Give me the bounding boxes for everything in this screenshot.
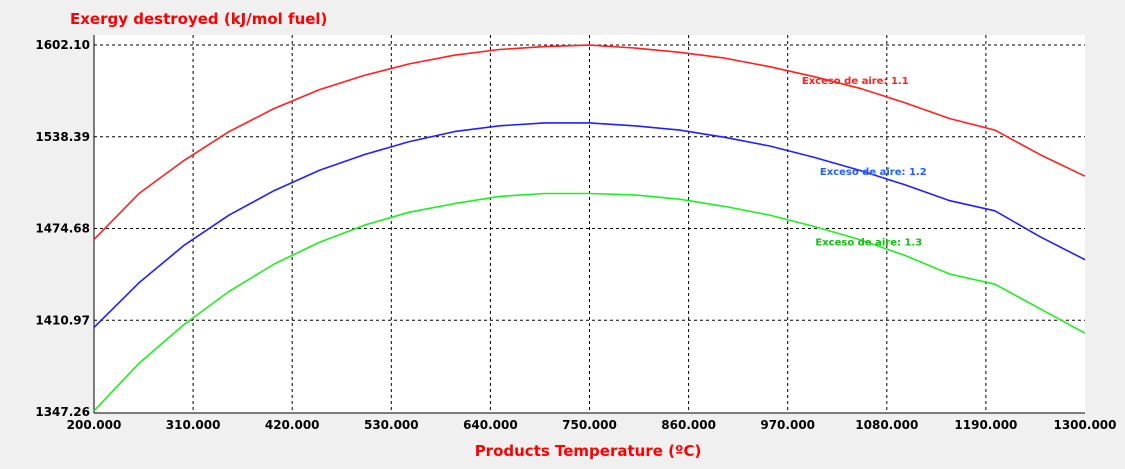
x-tick-label: 750.000 xyxy=(562,418,617,432)
series-line-2 xyxy=(93,122,1086,328)
x-tick-label: 1190.000 xyxy=(954,418,1017,432)
x-tick-label: 200.000 xyxy=(67,418,122,432)
x-tick-label: 860.000 xyxy=(661,418,716,432)
x-tick-label: 530.000 xyxy=(364,418,419,432)
series-lines xyxy=(93,44,1086,412)
series-annotation-1: Exceso de aire: 1.1 xyxy=(802,76,909,87)
chart-title: Exergy destroyed (kJ/mol fuel) xyxy=(70,10,327,28)
y-tick-label: 1602.10 xyxy=(35,38,90,52)
y-tick-label: 1410.97 xyxy=(35,313,90,327)
series-annotation-2: Exceso de aire: 1.2 xyxy=(820,167,927,178)
x-tick-label: 310.000 xyxy=(166,418,221,432)
series-line-1 xyxy=(93,44,1086,241)
grid-lines xyxy=(94,35,1085,413)
axes xyxy=(93,35,1085,414)
x-tick-label: 420.000 xyxy=(265,418,320,432)
tick-labels: 200.000 310.000 420.000 530.000 640.000 750.0… xyxy=(35,38,1116,432)
y-tick-label: 1347.26 xyxy=(35,405,90,419)
y-tick-label: 1474.68 xyxy=(35,222,90,236)
x-tick-label: 970.000 xyxy=(760,418,815,432)
series-annotations: Exceso de aire: 1.1 Exceso de aire: 1.2 Ex… xyxy=(802,76,927,248)
x-axis-label: Products Temperature (ºC) xyxy=(475,442,702,460)
series-annotation-3: Exceso de aire: 1.3 xyxy=(815,237,922,248)
x-tick-label: 640.000 xyxy=(463,418,518,432)
series-line-3 xyxy=(93,192,1086,412)
x-tick-label: 1300.000 xyxy=(1053,418,1116,432)
y-tick-label: 1538.39 xyxy=(35,130,90,144)
x-tick-label: 1080.000 xyxy=(855,418,918,432)
